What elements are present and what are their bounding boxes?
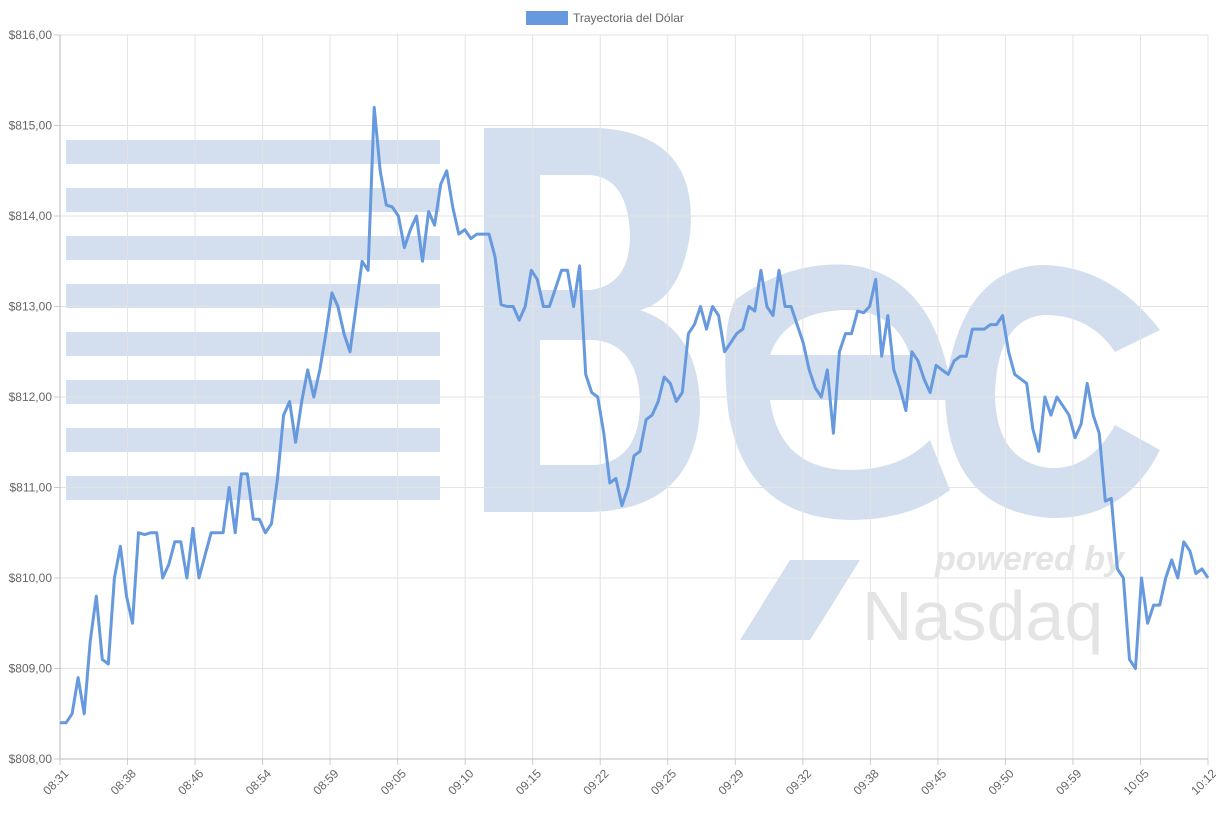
x-tick-label: 08:38 — [108, 766, 139, 797]
legend-label: Trayectoria del Dólar — [573, 11, 684, 25]
chart-axes — [54, 34, 1209, 765]
y-tick-label: $812,00 — [9, 390, 53, 404]
chart-grid — [59, 34, 1209, 760]
x-tick-label: 09:32 — [783, 766, 814, 797]
y-tick-label: $808,00 — [9, 752, 53, 766]
y-tick-label: $809,00 — [9, 662, 53, 676]
x-tick-label: 08:54 — [243, 766, 274, 797]
legend[interactable]: Trayectoria del Dólar — [526, 11, 684, 25]
x-tick-label: 10:12 — [1188, 766, 1216, 797]
x-tick-label: 09:59 — [1053, 766, 1084, 797]
y-tick-label: $810,00 — [9, 571, 53, 585]
bec-nasdaq-watermark: powered by Nasdaq — [66, 128, 1160, 655]
y-axis-ticks: $808,00 $809,00 $810,00 $811,00 $812,00 $813,… — [9, 28, 53, 766]
x-tick-label: 09:38 — [851, 766, 882, 797]
legend-swatch — [526, 11, 568, 25]
x-tick-label: 09:29 — [716, 766, 747, 797]
x-tick-label: 08:31 — [40, 766, 71, 797]
x-tick-label: 09:45 — [918, 766, 949, 797]
x-tick-label: 10:05 — [1121, 766, 1152, 797]
x-tick-label: 09:15 — [513, 766, 544, 797]
svg-text:Nasdaq: Nasdaq — [862, 577, 1103, 655]
y-tick-label: $813,00 — [9, 300, 53, 314]
x-tick-label: 08:59 — [310, 766, 341, 797]
y-tick-label: $815,00 — [9, 119, 53, 133]
x-tick-label: 09:10 — [445, 766, 476, 797]
y-tick-label: $814,00 — [9, 209, 53, 223]
x-tick-label: 09:05 — [378, 766, 409, 797]
x-tick-label: 09:25 — [648, 766, 679, 797]
svg-text:powered by: powered by — [934, 540, 1126, 578]
x-tick-label: 09:22 — [580, 766, 611, 797]
series-line-trayectoria — [60, 105, 1210, 725]
x-tick-label: 08:46 — [175, 766, 206, 797]
y-tick-label: $816,00 — [9, 28, 53, 42]
x-tick-label: 09:50 — [986, 766, 1017, 797]
x-axis-ticks: 08:31 08:38 08:46 08:54 08:59 09:05 09:10 09:15… — [40, 766, 1216, 797]
y-tick-label: $811,00 — [10, 481, 53, 495]
